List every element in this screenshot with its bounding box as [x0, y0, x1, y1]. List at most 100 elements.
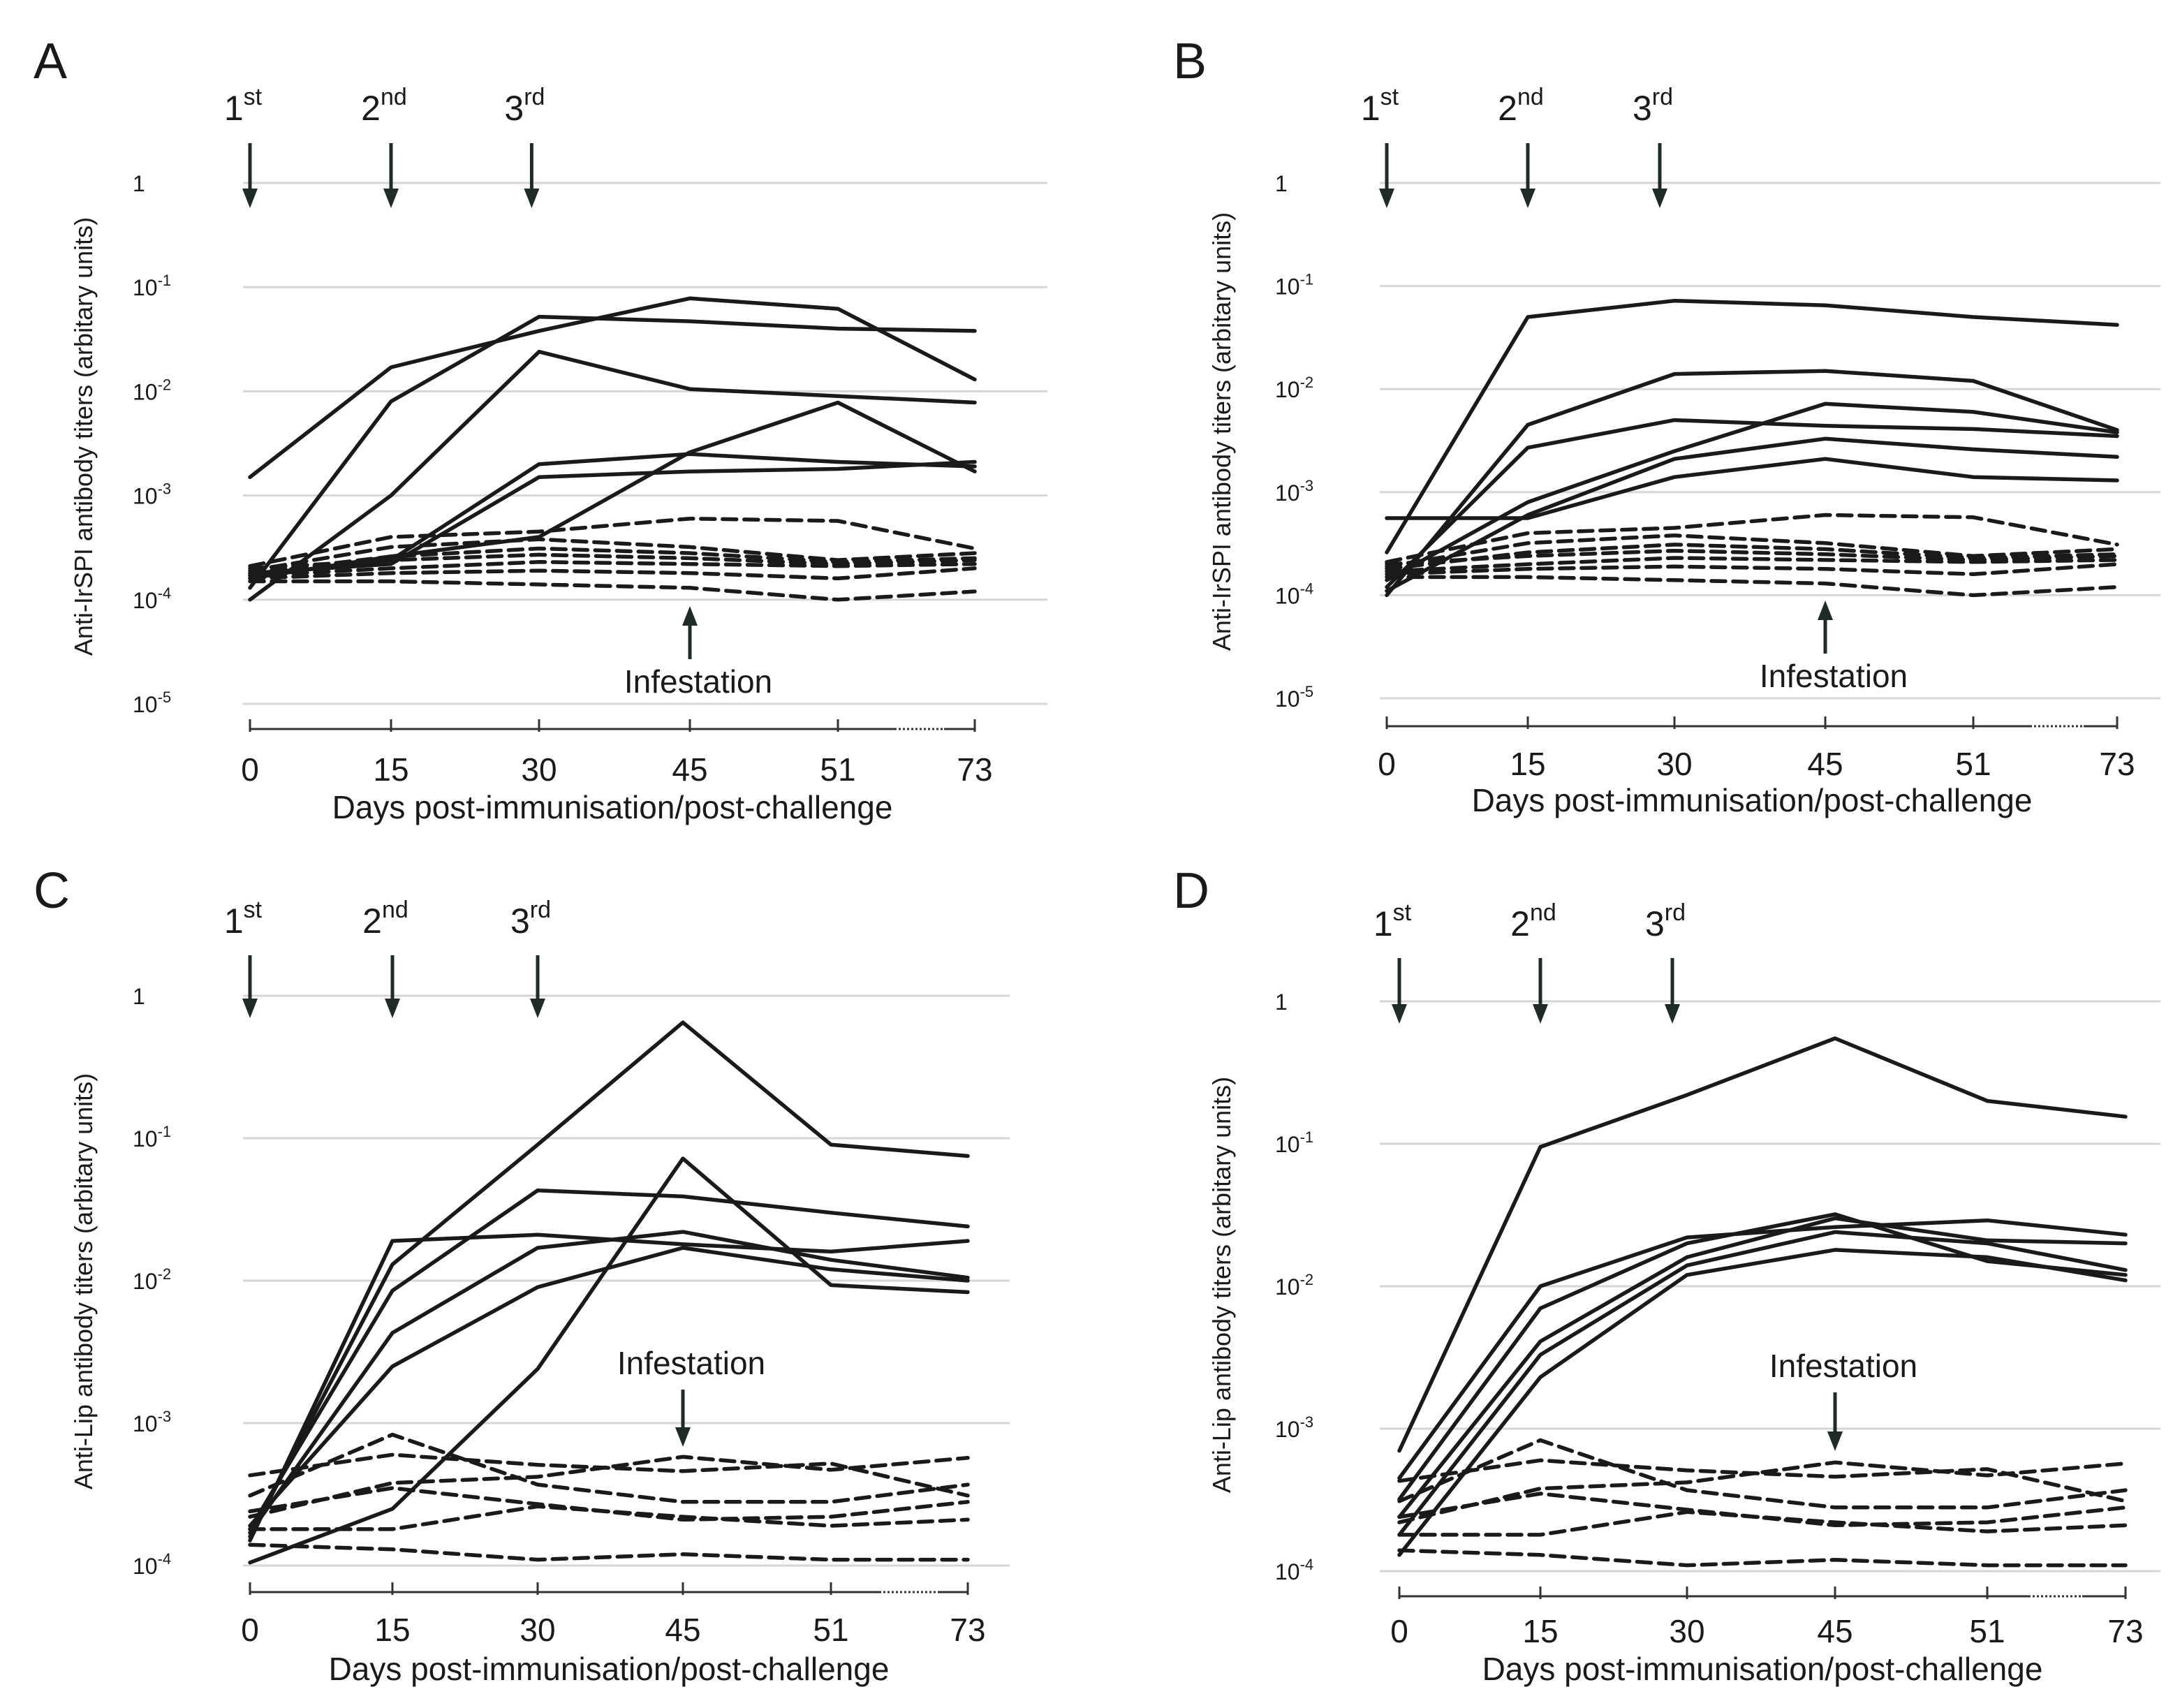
y-tick-exponent: -1 [158, 272, 172, 289]
series-line-control-4 [1385, 548, 2119, 566]
dose-arrow-icon-head [242, 999, 258, 1018]
dose-label-1: 1st [224, 84, 263, 128]
dose-arrow-icon-head [1520, 189, 1535, 208]
series-line-immunised-5 [1397, 1230, 2128, 1537]
y-tick-exponent: -5 [1300, 683, 1314, 700]
dose-arrow-icon [1533, 958, 1548, 1024]
x-tick-label: 15 [373, 751, 408, 788]
infestation-arrow-icon [1818, 601, 1833, 654]
x-tick-label: 73 [957, 751, 992, 788]
series-line-immunised-4 [248, 1230, 970, 1535]
dose-arrow-icon-head [524, 189, 540, 208]
series-line-immunised-1 [248, 1020, 970, 1539]
infestation-arrow-icon-head [682, 606, 698, 626]
series-line-control-3 [1385, 543, 2119, 571]
y-tick-label: 10-2 [133, 376, 171, 404]
x-tick-label: 0 [241, 751, 259, 788]
x-tick-label: 51 [820, 751, 855, 788]
y-tick-label: 10-1 [133, 1123, 171, 1151]
dose-label-1: 1st [224, 897, 263, 941]
x-tick-label: 73 [950, 1612, 985, 1648]
infestation-label: Infestation [1760, 658, 1908, 694]
dose-label-2: 2nd [362, 897, 408, 941]
series-line-control-1 [248, 516, 977, 568]
panel-letter: C [34, 863, 70, 919]
x-tick-label: 30 [521, 751, 557, 788]
dose-label-2: 2nd [1510, 899, 1556, 943]
series-line-immunised-3 [1397, 1212, 2128, 1501]
series-line-control-7 [248, 579, 977, 602]
dose-suffix: rd [530, 897, 551, 923]
series-line-control-3 [248, 546, 977, 575]
infestation-label: Infestation [617, 1345, 765, 1381]
x-tick-label: 30 [1669, 1613, 1704, 1649]
series-line-control-6 [1397, 1548, 2128, 1568]
series-line-immunised-1 [248, 296, 977, 480]
y-tick-label: 10-1 [133, 272, 171, 300]
y-tick-label: 10-2 [1275, 1271, 1313, 1300]
y-tick-label: 10-4 [133, 1550, 171, 1579]
y-tick-exponent: -3 [158, 480, 172, 498]
infestation-arrow-icon-head [675, 1427, 691, 1447]
infestation-arrow-icon-head [1818, 601, 1833, 620]
dose-arrow-icon-head [1665, 1004, 1680, 1024]
y-tick-exponent: -3 [1300, 477, 1314, 494]
series-line-immunised-4 [1397, 1216, 2128, 1519]
series-line-immunised-3 [248, 1188, 970, 1531]
y-tick-exponent: -4 [158, 584, 172, 602]
dose-arrow-icon [1652, 143, 1667, 208]
infestation-arrow-icon [675, 1390, 691, 1447]
dose-suffix: st [244, 897, 263, 923]
dose-arrow-icon [1379, 143, 1394, 208]
y-tick-exponent: -1 [1300, 1128, 1314, 1146]
dose-suffix: st [244, 84, 263, 110]
x-tick-label: 51 [1955, 746, 1991, 782]
y-tick-exponent: -4 [1300, 580, 1314, 597]
y-tick-label: 10-4 [1275, 1556, 1313, 1584]
infestation-arrow-icon [682, 606, 698, 659]
dose-label-3: 3rd [504, 84, 545, 128]
infestation-label: Infestation [1769, 1348, 1917, 1384]
series-line-immunised-5 [1385, 436, 2119, 594]
dose-label-3: 3rd [1645, 899, 1686, 943]
infestation-arrow-icon [1827, 1392, 1843, 1451]
dose-label-3: 3rd [1633, 84, 1673, 128]
y-tick-exponent: -5 [158, 689, 172, 706]
x-tick-label: 30 [1656, 746, 1692, 782]
panel-letter: A [34, 34, 67, 89]
dose-arrow-icon [383, 143, 399, 208]
infestation-arrow-icon-head [1827, 1431, 1843, 1451]
x-axis-label: Days post-immunisation/post-challenge [1472, 782, 2033, 818]
dose-arrow-icon [1520, 143, 1535, 208]
y-tick-exponent: -4 [158, 1550, 172, 1568]
x-tick-label: 15 [1510, 746, 1545, 782]
series-line-immunised-2 [248, 314, 977, 590]
dose-label-3: 3rd [510, 897, 551, 941]
y-tick-label: 10-1 [1275, 271, 1313, 300]
series-line-immunised-3 [248, 349, 977, 602]
x-tick-label: 45 [1817, 1613, 1852, 1649]
series-line-immunised-5 [248, 459, 977, 575]
series-line-immunised-1 [1385, 298, 2119, 554]
panel-b: B 1 10-1 10-2 10-3 10-4 10-5 0 15 30 45 51 73 Days po… [1173, 34, 2160, 818]
x-tick-label: 0 [1390, 1613, 1408, 1649]
series-line-control-4 [248, 552, 977, 570]
y-tick-label: 10-2 [1275, 374, 1313, 402]
y-tick-label: 10-5 [133, 689, 171, 717]
series-line-immunised-3 [1385, 418, 2119, 589]
series-line-immunised-2 [1397, 1218, 2128, 1480]
dose-label-2: 2nd [1498, 84, 1544, 128]
y-tick-exponent: -4 [1300, 1556, 1314, 1573]
y-tick-label: 1 [1275, 989, 1288, 1015]
dose-suffix: rd [1665, 899, 1686, 926]
dose-arrow-icon-head [1533, 1004, 1548, 1024]
dose-arrow-icon [1392, 958, 1407, 1024]
y-tick-exponent: -2 [1300, 374, 1314, 391]
series-line-control-4 [248, 1486, 970, 1522]
dose-arrow-icon-head [530, 999, 545, 1018]
panel-letter: D [1173, 863, 1209, 919]
series-line-control-2 [248, 537, 977, 573]
y-tick-exponent: -2 [158, 1265, 172, 1283]
y-tick-exponent: -2 [158, 376, 172, 393]
